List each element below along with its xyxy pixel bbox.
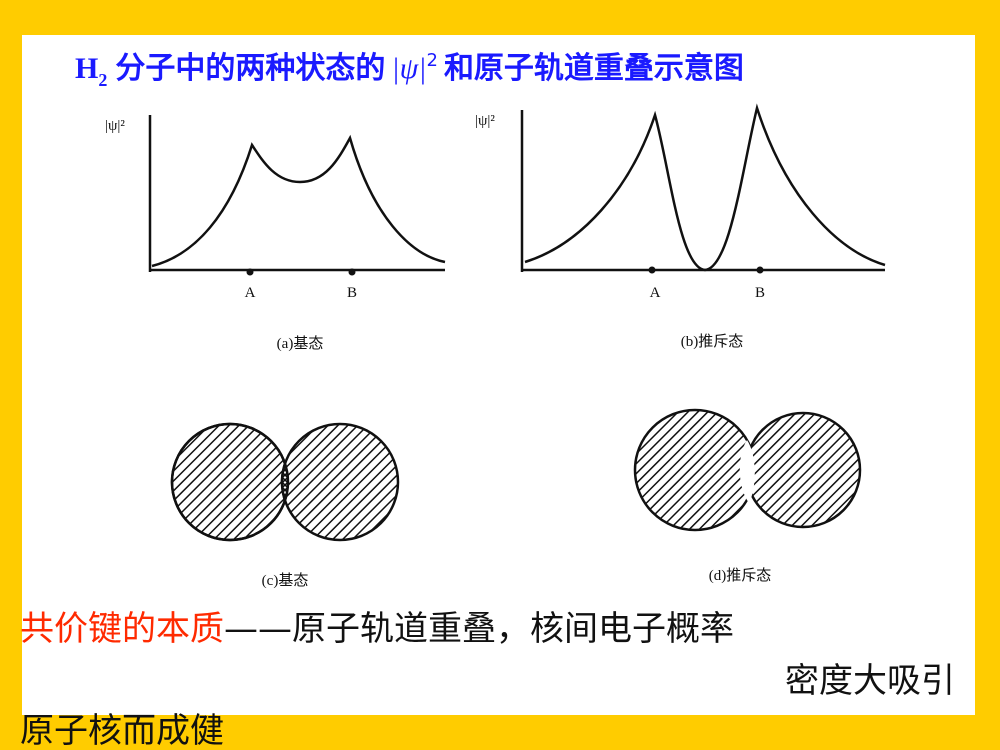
axis-label: |ψ|² bbox=[105, 118, 125, 134]
highlight: 共价键的本质 bbox=[20, 609, 224, 649]
title-sub: 2 bbox=[98, 70, 107, 90]
caption: (c)基态 bbox=[262, 572, 309, 589]
point-label: B bbox=[755, 285, 765, 301]
slide-title: H2 分子中的两种状态的 |ψ|2 和原子轨道重叠示意图 bbox=[75, 50, 744, 90]
caption: (d)推斥态 bbox=[709, 567, 772, 584]
graph-b bbox=[520, 103, 886, 272]
overlap-d bbox=[633, 408, 862, 532]
conclusion: 共价键的本质——原子轨道重叠，核间电子概率 bbox=[20, 609, 734, 649]
graph-a bbox=[148, 115, 446, 272]
content-panel bbox=[22, 35, 975, 715]
conclusion-text: 密度大吸引 bbox=[785, 661, 955, 701]
point-b bbox=[756, 266, 764, 274]
point-label: B bbox=[347, 285, 357, 301]
conclusion-text: ——原子轨道重叠，核间电子概率 bbox=[224, 609, 734, 649]
point-label: A bbox=[245, 285, 256, 301]
point-b bbox=[348, 268, 356, 276]
title-text: 分子中的两种状态的 bbox=[115, 51, 385, 86]
title-text: 和原子轨道重叠示意图 bbox=[444, 51, 744, 86]
title-h: H bbox=[75, 52, 98, 85]
title-psi: |ψ| bbox=[391, 52, 426, 85]
caption: (a)基态 bbox=[277, 335, 324, 352]
conclusion-text: 原子核而成健 bbox=[20, 711, 224, 750]
point-label: A bbox=[650, 285, 661, 301]
point-a bbox=[246, 268, 254, 276]
point-a bbox=[648, 266, 656, 274]
overlap-c bbox=[170, 422, 400, 542]
title-sup: 2 bbox=[426, 50, 437, 71]
axis-label: |ψ|² bbox=[475, 113, 495, 129]
caption: (b)推斥态 bbox=[681, 333, 744, 350]
